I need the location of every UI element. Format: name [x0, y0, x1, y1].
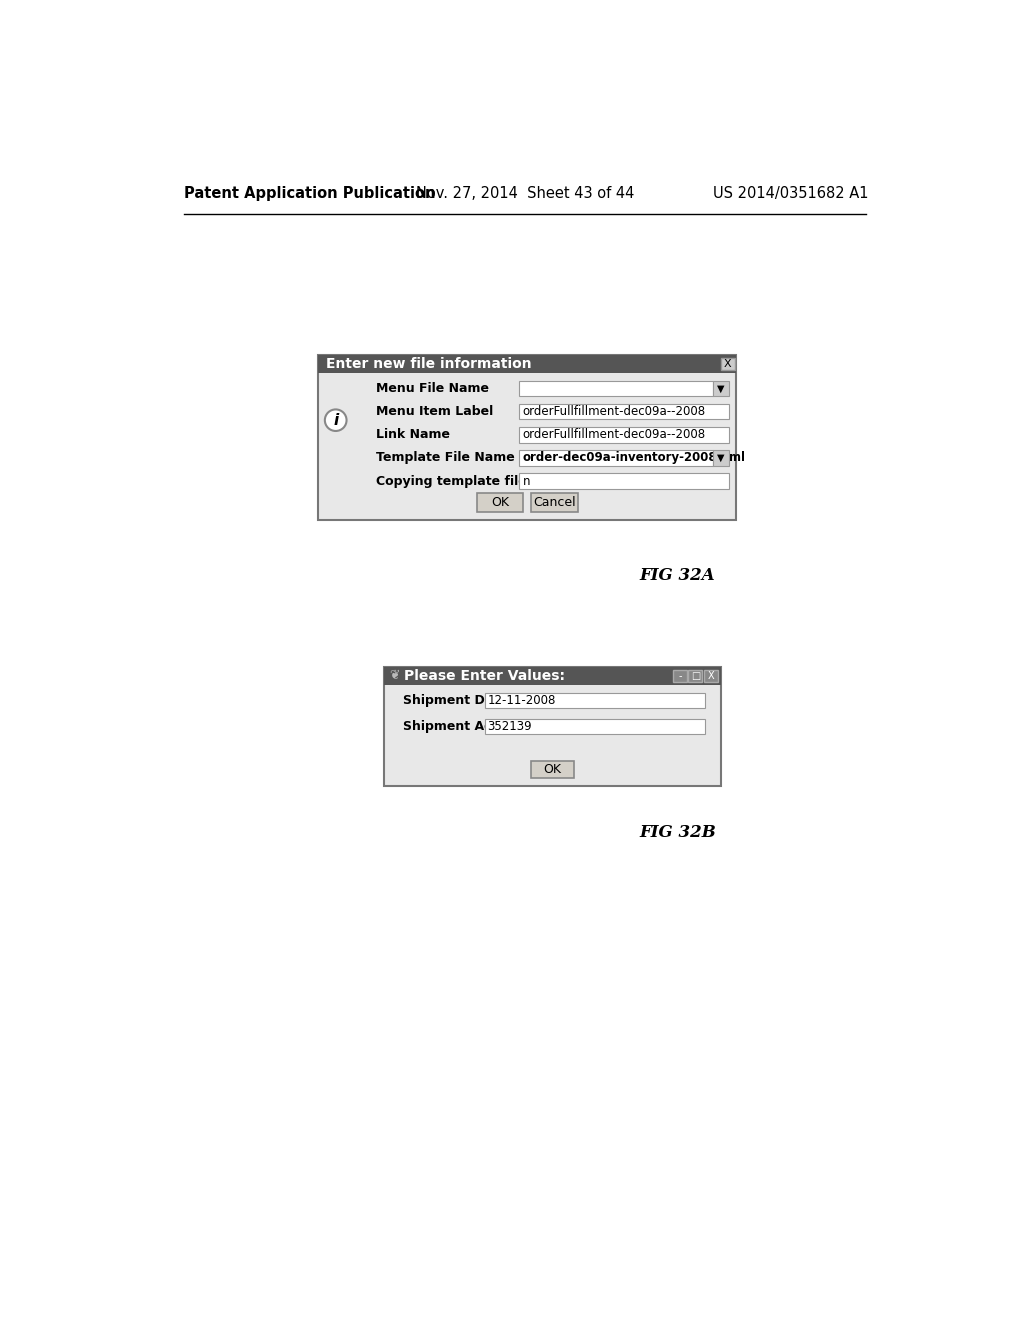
Text: Template File Name: Template File Name [376, 451, 515, 465]
Text: Shipment Agent ID: Shipment Agent ID [403, 721, 536, 733]
Text: Nov. 27, 2014  Sheet 43 of 44: Nov. 27, 2014 Sheet 43 of 44 [416, 186, 634, 201]
Text: X: X [724, 359, 732, 370]
Bar [317, 355, 736, 374]
Bar [519, 404, 729, 420]
Bar [673, 669, 687, 682]
Text: Please Enter Values:: Please Enter Values: [403, 669, 565, 682]
Text: Menu Item Label: Menu Item Label [376, 405, 494, 418]
Bar [519, 474, 729, 488]
Text: 12-11-2008: 12-11-2008 [487, 694, 556, 708]
Bar [688, 669, 702, 682]
Text: Patent Application Publication: Patent Application Publication [183, 186, 435, 201]
Text: order-dec09a-inventory-2008.xml: order-dec09a-inventory-2008.xml [522, 451, 745, 465]
Bar [703, 669, 718, 682]
Text: FIG 32A: FIG 32A [640, 566, 715, 583]
Text: orderFullfillment-dec09a--2008: orderFullfillment-dec09a--2008 [522, 405, 706, 418]
Text: 352139: 352139 [487, 721, 532, 733]
Bar [519, 450, 713, 466]
Text: US 2014/0351682 A1: US 2014/0351682 A1 [713, 186, 868, 201]
Text: Cancel: Cancel [532, 496, 575, 510]
Text: n: n [522, 474, 530, 487]
Bar [484, 719, 706, 734]
Text: OK: OK [544, 763, 561, 776]
Text: ▼: ▼ [717, 453, 725, 463]
Bar [713, 450, 729, 466]
Text: ❦: ❦ [389, 669, 399, 682]
Text: i: i [333, 413, 338, 428]
Bar [477, 494, 523, 512]
Text: FIG 32B: FIG 32B [640, 825, 716, 841]
Text: □: □ [690, 671, 700, 681]
Text: Enter new file information: Enter new file information [326, 356, 531, 371]
Bar [531, 762, 573, 779]
Text: OK: OK [490, 496, 509, 510]
Bar [384, 667, 721, 785]
Text: orderFullfillment-dec09a--2008: orderFullfillment-dec09a--2008 [522, 428, 706, 441]
Bar [713, 381, 729, 396]
Bar [317, 355, 736, 520]
Bar [384, 667, 721, 685]
Bar [484, 693, 706, 708]
Bar [721, 358, 735, 370]
Bar [531, 494, 578, 512]
Text: Shipment Date: Shipment Date [403, 694, 508, 708]
Text: Link Name: Link Name [376, 428, 450, 441]
Bar [519, 381, 713, 396]
Text: -: - [678, 671, 682, 681]
Text: X: X [708, 671, 714, 681]
Bar [519, 428, 729, 442]
Text: Copying template file? (y/n): Copying template file? (y/n) [376, 474, 571, 487]
Text: Menu File Name: Menu File Name [376, 381, 489, 395]
Circle shape [325, 409, 346, 430]
Text: ▼: ▼ [717, 384, 725, 393]
